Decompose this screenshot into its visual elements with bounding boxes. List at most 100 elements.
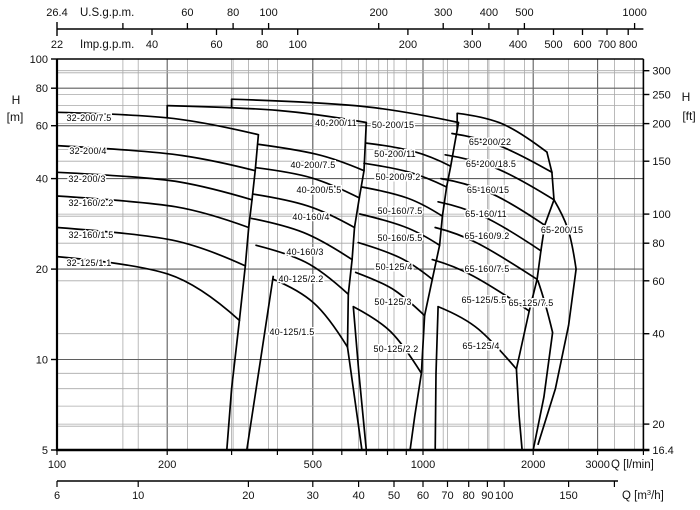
curve-40-125/2.2 <box>255 244 350 296</box>
boundary-env-65-mid <box>532 332 554 451</box>
boundary-env-50-right <box>409 122 460 451</box>
imp-gpm-tick-label: 600 <box>573 39 591 51</box>
imp-gpm-tick-label: 700 <box>598 39 616 51</box>
h-m-tick-label: 60 <box>36 121 48 133</box>
curve-label-40-200/7.5: 40-200/7.5 <box>290 160 335 170</box>
curve-label-65-200/18.5: 65-200/18.5 <box>466 159 516 169</box>
curve-50-160/5.5 <box>358 213 441 247</box>
q-lmin-tick-label: 1000 <box>411 459 435 471</box>
curve-50-200/15 <box>230 98 460 124</box>
curve-40-200/11 <box>166 104 368 124</box>
curve-50-125/4 <box>357 241 434 281</box>
curve-32-160/1.5 <box>56 226 247 267</box>
q-m3h-tick-label: 6 <box>54 490 60 502</box>
q-lmin-tick-label: 100 <box>48 459 66 471</box>
imp-gpm-tick-label: 40 <box>146 39 158 51</box>
q-m3h-tick-label: 100 <box>495 490 513 502</box>
imp-gpm-title: Imp.g.p.m. <box>80 39 134 51</box>
curve-label-65-200/15: 65-200/15 <box>541 225 583 235</box>
h-ft-tick-label: 250 <box>652 90 670 102</box>
h-ft-title: H <box>682 90 691 104</box>
curve-label-32-200/7.5: 32-200/7.5 <box>66 113 111 123</box>
q-m3h-tick-label: 60 <box>417 490 429 502</box>
curve-65-160/15 <box>444 153 555 201</box>
imp-gpm-tick-label: 80 <box>256 39 268 51</box>
boundary-env-40-left <box>245 275 275 451</box>
imp-gpm-edge-label: 22 <box>51 39 63 51</box>
curve-label-50-200/15: 50-200/15 <box>372 120 414 130</box>
h-m-tick-label: 20 <box>36 264 48 276</box>
curve-65-125/7.5 <box>537 279 554 334</box>
left-axis-h-m: H [m] 100 80 60 40 20 10 5 <box>7 54 57 457</box>
curve-label-65-160/9.2: 65-160/9.2 <box>464 231 509 241</box>
curve-50-125/3 <box>354 271 426 317</box>
curve-label-65-125/4: 65-125/4 <box>462 341 499 351</box>
curve-32-200/3 <box>56 171 253 201</box>
curve-32-200/4 <box>56 144 257 172</box>
h-m-tick-label: 100 <box>30 54 48 66</box>
boundary-env-32-right <box>225 134 260 451</box>
q-m3h-tick-label: 90 <box>481 490 493 502</box>
curve-50-160/7.5 <box>360 186 444 218</box>
curve-32-160/2.2 <box>56 195 250 229</box>
q-m3h-tick-label: 50 <box>388 490 400 502</box>
curve-label-40-200/5.5: 40-200/5.5 <box>296 185 341 195</box>
curve-label-65-160/7.5: 65-160/7.5 <box>464 264 509 274</box>
h-m-tick-label: 40 <box>36 174 48 186</box>
imp-gpm-tick-label: 400 <box>509 39 527 51</box>
pump-curves <box>56 98 577 451</box>
q-m3h-unit: Q [m3/h] <box>622 488 664 502</box>
curve-label-65-200/22: 65-200/22 <box>469 137 511 147</box>
h-ft-tick-label: 60 <box>652 276 664 288</box>
h-m-title: H <box>12 93 21 107</box>
curve-40-160/3 <box>250 217 353 261</box>
curve-label-40-125/1.5: 40-125/1.5 <box>269 327 314 337</box>
curve-label-65-160/15: 65-160/15 <box>467 185 509 195</box>
q-m3h-tick-label: 40 <box>352 490 364 502</box>
curve-label-32-160/2.2: 32-160/2.2 <box>68 198 113 208</box>
q-lmin-unit: Q [l/min] <box>611 459 654 471</box>
curve-label-50-125/3: 50-125/3 <box>374 297 411 307</box>
curve-65-200/15 <box>553 198 577 270</box>
h-ft-tick-label: 100 <box>652 209 670 221</box>
q-m3h-tick-label: 20 <box>242 490 254 502</box>
curve-65-160/7.5 <box>434 226 538 281</box>
h-ft-tick-label: 16.4 <box>652 445 673 457</box>
q-m3h-tick-label: 30 <box>307 490 319 502</box>
curve-label-40-125/2.2: 40-125/2.2 <box>278 274 323 284</box>
us-gpm-tick-label: 60 <box>181 7 193 19</box>
h-m-tick-label: 80 <box>36 83 48 95</box>
imp-gpm-tick-label: 500 <box>544 39 562 51</box>
h-m-tick-label: 5 <box>42 445 48 457</box>
h-ft-tick-label: 150 <box>652 156 670 168</box>
top-flow-scales: 26.4 U.S.g.p.m. 60 80 100 200 300 400 500 1000 22 I… <box>46 7 647 51</box>
curve-label-50-125/4: 50-125/4 <box>375 262 412 272</box>
h-m-tick-label: 10 <box>36 355 48 367</box>
h-m-unit: [m] <box>7 110 24 124</box>
curve-label-50-160/7.5: 50-160/7.5 <box>377 206 422 216</box>
boundary-env-50-left <box>352 306 368 451</box>
bottom-axis-q-lmin: 100 200 500 1000 2000 3000 Q [l/min] <box>48 450 654 471</box>
curve-40-200/7.5 <box>257 143 365 172</box>
imp-gpm-tick-label: 100 <box>289 39 307 51</box>
curve-50-200/11 <box>365 142 452 168</box>
curve-label-50-200/11: 50-200/11 <box>374 149 416 159</box>
us-gpm-tick-label: 200 <box>370 7 388 19</box>
us-gpm-tick-label: 1000 <box>622 7 646 19</box>
imp-gpm-tick-label: 60 <box>210 39 222 51</box>
curve-label-40-200/11: 40-200/11 <box>315 118 357 128</box>
right-axis-h-ft: H [ft] 300 250 200 150 100 80 60 40 20 16.4 <box>643 66 696 457</box>
imp-gpm-tick-label: 200 <box>399 39 417 51</box>
curve-65-200/22 <box>456 112 548 153</box>
curve-65-200/18.5 <box>451 132 553 174</box>
curve-label-32-200/4: 32-200/4 <box>69 146 106 156</box>
imp-gpm-tick-label: 300 <box>463 39 481 51</box>
curve-50-125/2.2 <box>352 305 423 375</box>
curve-label-50-200/9.2: 50-200/9.2 <box>375 172 420 182</box>
q-m3h-tick-label: 10 <box>132 490 144 502</box>
us-gpm-tick-label: 300 <box>434 7 452 19</box>
boundary-env-65-left <box>434 306 439 451</box>
curve-label-32-125/1.1: 32-125/1.1 <box>66 258 111 268</box>
bottom-axis-q-m3h: 6 10 20 30 40 50 60 70 80 90 100 150 Q [m3/h] <box>54 480 664 502</box>
